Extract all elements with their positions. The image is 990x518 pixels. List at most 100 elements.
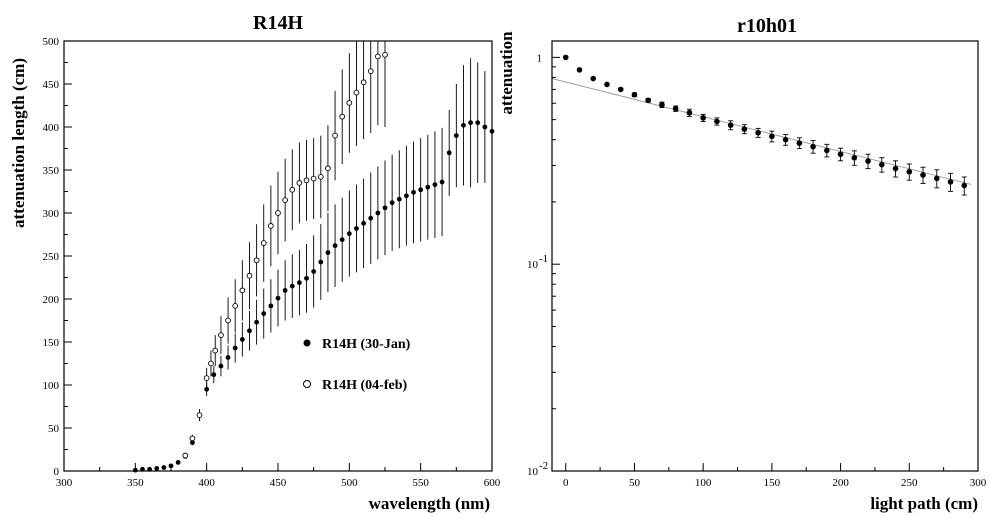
data-point-30jan (311, 269, 317, 274)
right-data-point (920, 172, 926, 178)
data-point-30jan (453, 133, 459, 139)
right-y-axis-label: attenuation (497, 31, 516, 115)
data-point-30jan (275, 295, 281, 301)
right-data-point (755, 129, 761, 136)
left-x-tick-label: 350 (127, 477, 144, 489)
left-x-axis-label: wavelength (nm) (369, 494, 490, 513)
data-point-04feb (225, 317, 231, 324)
data-point-30jan (239, 337, 245, 342)
data-point-04feb (282, 197, 288, 203)
data-point-04feb (317, 174, 324, 180)
data-point-30jan (232, 345, 238, 351)
right-data-point (686, 109, 693, 116)
right-data-point (714, 118, 720, 125)
right-data-point (659, 101, 665, 108)
data-point-30jan (282, 288, 288, 293)
data-point-30jan (318, 259, 324, 265)
right-data-point (741, 126, 748, 132)
left-chart: R14H attenuation length (cm) wavelength … (9, 12, 501, 513)
right-x-tick-label: 250 (901, 477, 918, 489)
left-y-tick-label: 300 (43, 208, 60, 220)
right-x-tick-label: 100 (695, 477, 712, 489)
left-x-tick-label: 500 (341, 477, 358, 489)
left-x-tick-label: 400 (198, 477, 215, 489)
data-point-30jan (468, 120, 473, 126)
right-fit-line (551, 78, 972, 185)
left-y-tick-label: 200 (43, 294, 60, 306)
right-data-point (810, 143, 816, 150)
data-point-30jan (325, 250, 331, 255)
data-point-04feb (260, 240, 267, 246)
left-x-tick-label: 450 (270, 477, 287, 489)
data-point-30jan (389, 200, 395, 206)
data-point-04feb (182, 452, 189, 459)
legend-marker-30jan (303, 339, 311, 347)
data-point-30jan (475, 120, 481, 126)
right-data-point (906, 168, 913, 175)
data-point-04feb (246, 272, 253, 279)
right-data-point (645, 97, 651, 104)
right-data-point (576, 67, 583, 73)
data-point-30jan (190, 440, 195, 446)
data-point-04feb (208, 360, 214, 367)
data-point-30jan (361, 220, 366, 226)
right-data-point (769, 133, 775, 140)
right-data-point (824, 147, 830, 154)
left-plot-frame (63, 40, 493, 472)
left-y-tick-label: 400 (43, 122, 60, 134)
right-x-tick-label: 150 (764, 477, 781, 489)
right-data-point (590, 75, 597, 82)
right-y-tick-label: 1 (537, 52, 543, 64)
data-point-30jan (211, 372, 217, 378)
data-point-04feb (218, 332, 224, 338)
data-point-04feb (310, 175, 317, 182)
data-point-30jan (382, 205, 388, 211)
right-data-point (562, 54, 569, 61)
left-legend: R14H (30-Jan) R14H (04-feb) (303, 337, 411, 393)
data-point-30jan (154, 466, 160, 471)
data-point-30jan (297, 280, 302, 286)
right-data-point (727, 122, 734, 128)
right-y-tick-label: 10 (527, 466, 539, 478)
data-point-30jan (332, 243, 338, 249)
data-point-04feb (212, 347, 219, 354)
left-y-tick-label: 50 (48, 423, 60, 435)
data-point-30jan (346, 231, 352, 237)
data-point-04feb (346, 100, 353, 106)
data-point-04feb (353, 89, 360, 96)
left-y-axis-label: attenuation length (cm) (9, 58, 28, 228)
left-data-points (132, 51, 495, 473)
data-point-04feb (268, 223, 274, 229)
left-y-tick-label: 500 (43, 36, 60, 48)
data-point-30jan (254, 319, 259, 325)
data-point-30jan (368, 215, 374, 221)
right-x-tick-label: 50 (629, 477, 641, 489)
right-y-tick-label: 10 (527, 259, 539, 271)
data-point-30jan (396, 196, 402, 202)
data-point-30jan (432, 182, 438, 188)
data-point-30jan (404, 193, 409, 199)
right-data-point (933, 175, 940, 182)
data-point-30jan (339, 237, 345, 243)
data-point-04feb (196, 412, 203, 418)
right-x-tick-label: 200 (832, 477, 849, 489)
data-point-04feb (339, 113, 346, 120)
right-chart: r10h01 attenuation light path (cm) 0 50 10… (497, 15, 987, 513)
right-x-tick-label: 300 (970, 477, 987, 489)
left-y-tick-label: 350 (43, 165, 60, 177)
left-x-tick-label: 600 (484, 477, 501, 489)
left-y-tick-label: 100 (43, 380, 60, 392)
left-axis-ticks: 300 350 400 450 500 550 600 0 50 100 150 200 250 300 3… (43, 36, 501, 489)
data-point-30jan (204, 386, 210, 392)
left-y-tick-label: 150 (43, 337, 60, 349)
left-chart-title: R14H (253, 12, 303, 34)
data-point-04feb (360, 79, 367, 86)
data-point-04feb (375, 53, 381, 60)
right-data-point (617, 86, 624, 93)
left-x-tick-label: 300 (56, 477, 73, 489)
data-point-04feb (296, 180, 303, 186)
data-point-04feb (189, 435, 196, 442)
